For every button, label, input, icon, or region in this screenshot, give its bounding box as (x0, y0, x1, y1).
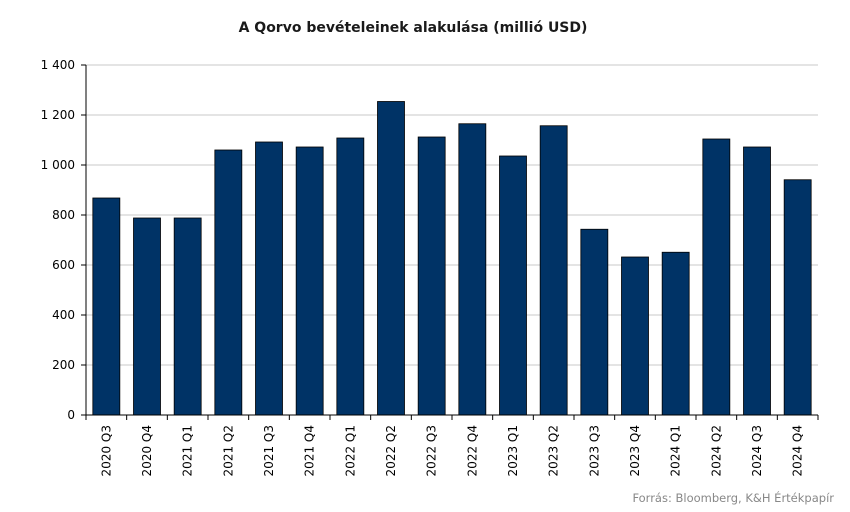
bar (458, 123, 487, 416)
gridlines (86, 64, 818, 366)
x-tick-label: 2024 Q4 (791, 425, 805, 476)
x-tick-label: 2022 Q4 (465, 425, 479, 476)
bar (417, 136, 446, 416)
bar (295, 146, 324, 416)
bar (377, 101, 405, 416)
bar (621, 256, 649, 416)
x-tick-label: 2023 Q1 (506, 425, 520, 476)
y-tick-label: 800 (52, 208, 75, 222)
y-tick-label: 1 200 (41, 108, 75, 122)
bars (92, 101, 812, 416)
x-tick-label: 2023 Q4 (628, 425, 642, 476)
x-tick-label: 2021 Q4 (303, 425, 317, 476)
y-tick-label: 1 000 (41, 158, 75, 172)
source-note: Forrás: Bloomberg, K&H Értékpapír (632, 491, 834, 505)
bar (743, 146, 771, 416)
bar (92, 197, 121, 416)
x-tick-label: 2022 Q2 (384, 425, 398, 476)
bar (255, 141, 283, 416)
x-tick-label: 2022 Q3 (425, 425, 439, 476)
x-tick-label: 2024 Q3 (750, 425, 764, 476)
bar (539, 125, 568, 416)
x-tick-label: 2024 Q2 (709, 425, 723, 476)
chart-title: A Qorvo bevételeinek alakulása (millió U… (238, 20, 588, 36)
x-tick-label: 2024 Q1 (669, 425, 683, 476)
bar (173, 217, 202, 416)
y-tick-labels: 0 200 400 600 800 1 000 1 200 1 400 (41, 58, 75, 422)
axes (81, 64, 819, 420)
x-tick-label: 2020 Q3 (99, 425, 113, 476)
x-tick-label: 2021 Q1 (181, 425, 195, 476)
y-tick-label: 1 400 (41, 58, 75, 72)
x-tick-label: 2023 Q2 (547, 425, 561, 476)
bar (783, 179, 812, 416)
bar (133, 217, 161, 416)
x-tick-label: 2021 Q2 (221, 425, 235, 476)
y-tick-label: 0 (67, 408, 75, 422)
bar (499, 155, 527, 416)
bar (661, 251, 690, 416)
x-tick-labels: 2020 Q3 2020 Q4 2021 Q1 2021 Q2 2021 Q3 2021 … (99, 425, 804, 476)
y-tick-label: 400 (52, 308, 75, 322)
bar (336, 137, 365, 416)
bar (580, 228, 609, 416)
x-tick-label: 2023 Q3 (587, 425, 601, 476)
x-tick-label: 2020 Q4 (140, 425, 154, 476)
y-tick-label: 600 (52, 258, 75, 272)
bar (702, 138, 731, 416)
x-tick-label: 2022 Q1 (343, 425, 357, 476)
bar (214, 149, 243, 416)
x-tick-label: 2021 Q3 (262, 425, 276, 476)
y-tick-label: 200 (52, 358, 75, 372)
